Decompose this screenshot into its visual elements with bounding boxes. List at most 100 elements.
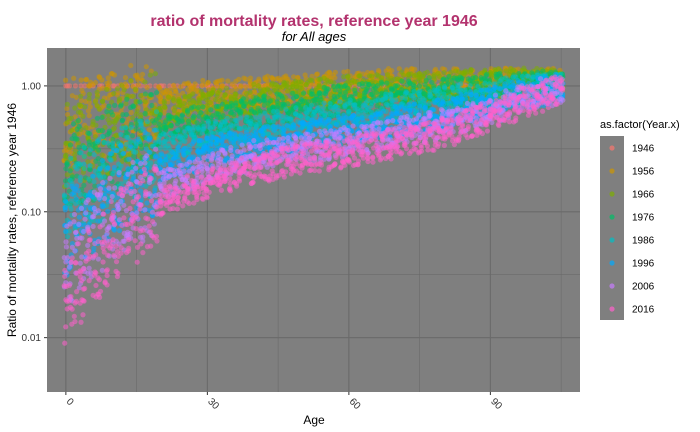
data-point	[472, 74, 479, 81]
data-point	[449, 77, 455, 84]
data-point	[548, 69, 554, 75]
data-point	[162, 104, 168, 110]
data-point	[104, 86, 110, 93]
data-point	[462, 87, 468, 93]
data-point	[279, 101, 285, 107]
data-point	[142, 130, 148, 136]
data-point	[217, 88, 223, 94]
data-point	[241, 124, 248, 130]
data-point	[63, 244, 70, 250]
data-point	[64, 159, 70, 166]
data-point	[441, 84, 448, 90]
data-point	[179, 103, 185, 109]
data-point	[68, 155, 74, 162]
data-point	[244, 114, 250, 120]
data-point	[161, 83, 167, 89]
data-point	[142, 91, 149, 97]
data-point	[345, 73, 351, 79]
data-point	[331, 131, 337, 137]
data-point	[166, 174, 172, 180]
data-point	[246, 141, 252, 147]
data-point	[107, 175, 113, 182]
data-point	[149, 102, 155, 108]
data-point	[128, 77, 134, 84]
data-point	[169, 149, 176, 155]
data-point	[127, 138, 134, 145]
data-point	[207, 125, 214, 131]
data-point	[156, 121, 162, 127]
data-point	[99, 114, 105, 121]
data-point	[147, 91, 154, 98]
data-point	[86, 130, 92, 137]
data-point	[357, 73, 363, 79]
data-point	[132, 149, 139, 155]
data-point	[81, 182, 87, 188]
data-point	[378, 75, 385, 81]
data-point	[406, 71, 412, 77]
data-point	[200, 126, 206, 132]
data-point	[350, 123, 356, 129]
data-point	[497, 70, 503, 76]
data-point	[72, 230, 79, 236]
data-point	[208, 138, 214, 144]
data-point	[71, 219, 77, 225]
data-point	[223, 142, 229, 148]
data-point	[222, 120, 228, 126]
data-point	[129, 169, 135, 175]
data-point	[219, 83, 225, 89]
data-point	[114, 116, 120, 122]
data-point	[228, 94, 234, 100]
data-point	[73, 183, 80, 189]
data-point	[260, 126, 266, 132]
data-point	[142, 110, 148, 117]
data-point	[85, 108, 92, 114]
data-point	[400, 72, 407, 78]
data-point	[91, 152, 97, 158]
data-point	[178, 84, 184, 90]
data-point	[341, 69, 347, 75]
data-point	[69, 93, 75, 99]
data-point	[468, 69, 474, 75]
data-point	[139, 71, 146, 77]
data-point	[325, 86, 331, 92]
data-point	[341, 74, 347, 80]
data-point	[123, 100, 129, 107]
data-point	[133, 126, 139, 132]
data-point	[303, 82, 309, 88]
data-point	[344, 85, 351, 91]
data-point	[478, 87, 484, 93]
data-point	[64, 234, 71, 240]
data-point	[135, 82, 141, 88]
data-point	[187, 146, 193, 153]
data-point	[247, 89, 253, 95]
data-point	[335, 84, 341, 90]
data-point	[380, 108, 386, 114]
data-point	[116, 170, 122, 176]
data-point	[106, 185, 112, 191]
data-point	[435, 97, 441, 103]
data-point	[184, 161, 190, 167]
data-point	[133, 143, 139, 149]
data-point	[248, 118, 254, 124]
data-point	[72, 136, 78, 142]
data-point	[444, 95, 450, 101]
data-point	[165, 94, 172, 100]
data-point	[118, 163, 124, 169]
chart-title: ratio of mortality rates, reference year…	[150, 13, 477, 30]
data-point	[75, 118, 81, 124]
data-point	[428, 93, 434, 99]
data-point	[208, 107, 214, 113]
data-point	[94, 139, 101, 145]
data-point	[285, 101, 291, 107]
data-point	[75, 188, 81, 194]
data-point	[78, 205, 85, 212]
data-point	[146, 137, 152, 143]
data-point	[76, 123, 82, 130]
data-point	[80, 113, 86, 119]
data-point	[135, 136, 141, 142]
data-point	[99, 158, 105, 164]
data-point	[449, 85, 456, 91]
data-point	[142, 155, 148, 161]
data-point	[255, 96, 261, 102]
